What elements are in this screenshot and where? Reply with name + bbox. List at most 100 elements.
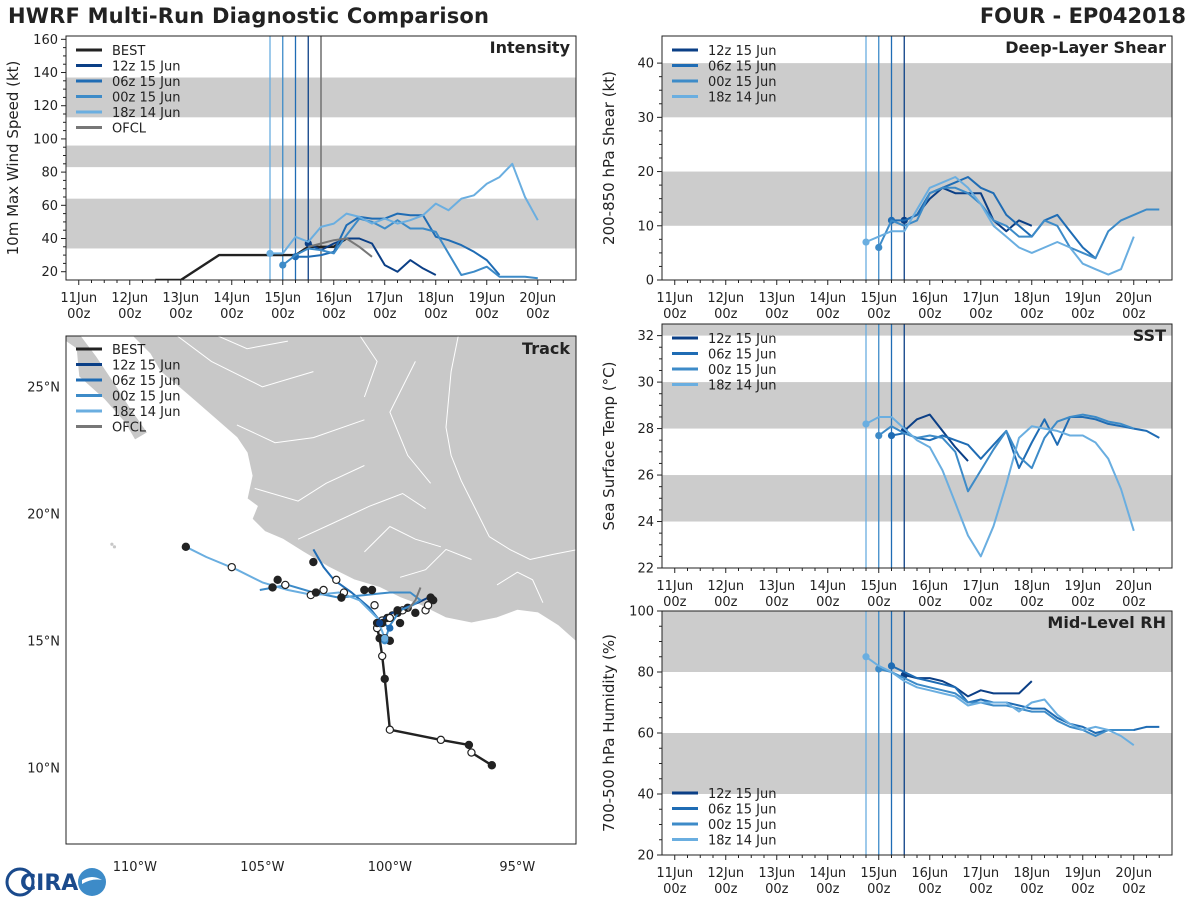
shear-xtick-sublabel: 00z xyxy=(1071,307,1095,322)
sst-legend-label: 06z 15 Jun xyxy=(708,348,777,363)
rh-xtick-sublabel: 00z xyxy=(816,882,840,897)
shear-title: Deep-Layer Shear xyxy=(1005,38,1166,57)
rh-start-point-run18z14 xyxy=(862,653,870,661)
track-series-ofcl xyxy=(406,587,422,611)
sst-xtick-sublabel: 00z xyxy=(918,595,942,610)
intensity-xtick-sublabel: 00z xyxy=(169,307,193,322)
sst-start-point-run06z15 xyxy=(887,431,896,440)
track-marker xyxy=(395,618,405,628)
rh-legend-label: 06z 15 Jun xyxy=(708,803,777,818)
rh-xtick-label: 13Jun xyxy=(758,866,795,881)
map-border-7 xyxy=(496,571,544,603)
sst-xtick-label: 15Jun xyxy=(860,579,897,594)
track-marker xyxy=(411,608,420,618)
track-marker xyxy=(227,562,236,572)
intensity-xtick-sublabel: 00z xyxy=(475,307,499,322)
track-marker xyxy=(281,580,290,590)
sst-series-run00z15 xyxy=(878,413,1135,493)
sst-ytick-label: 30 xyxy=(637,376,654,391)
intensity-xtick-label: 11Jun xyxy=(60,291,97,306)
sst-ytick-label: 26 xyxy=(637,469,654,484)
map-border-3 xyxy=(254,465,365,502)
sst-xtick-sublabel: 00z xyxy=(765,595,789,610)
shear-legend-label: 06z 15 Jun xyxy=(708,60,777,75)
sst-title: SST xyxy=(1133,326,1166,345)
rh-xtick-label: 16Jun xyxy=(911,866,948,881)
track-legend-label: BEST xyxy=(112,343,145,358)
rh-xtick-label: 11Jun xyxy=(656,866,693,881)
rh-series-run18z14 xyxy=(865,655,1135,747)
shear-ylabel: 200-850 hPa Shear (kt) xyxy=(600,71,618,245)
map-border-5 xyxy=(364,525,442,553)
rh-xtick-label: 19Jun xyxy=(1064,866,1101,881)
track-marker xyxy=(367,585,377,595)
sst-xtick-label: 18Jun xyxy=(1013,579,1050,594)
rh-xtick-label: 18Jun xyxy=(1013,866,1050,881)
intensity-series-group xyxy=(155,162,539,280)
shear-start-point-run18z14 xyxy=(862,238,870,246)
shear-xtick-label: 12Jun xyxy=(707,291,744,306)
track-xtick-label: 95°W xyxy=(499,860,535,875)
intensity-ytick-label: 40 xyxy=(41,232,58,247)
sst-ytick-label: 22 xyxy=(637,562,654,577)
track-marker xyxy=(370,601,379,610)
logo-swoosh xyxy=(82,877,102,884)
rh-legend-label: 18z 14 Jun xyxy=(708,834,777,849)
track-marker xyxy=(311,588,321,597)
cira-logo: CIRA xyxy=(5,867,106,897)
sst-xtick-label: 11Jun xyxy=(656,579,693,594)
shear-band-0 xyxy=(662,171,1172,226)
storm-title: FOUR - EP042018 xyxy=(979,4,1186,28)
intensity-ytick-label: 160 xyxy=(33,33,58,48)
intensity-xtick-sublabel: 00z xyxy=(373,307,397,322)
sst-xtick-label: 17Jun xyxy=(962,579,999,594)
rh-xtick-label: 20Jun xyxy=(1115,866,1152,881)
sst-legend-label: 12z 15 Jun xyxy=(708,332,777,347)
shear-band-1 xyxy=(662,63,1172,118)
sst-xtick-sublabel: 00z xyxy=(714,595,738,610)
track-frame xyxy=(65,335,577,845)
sst-ylabel: Sea Surface Temp (°C) xyxy=(600,361,618,530)
sst-xtick-sublabel: 00z xyxy=(1020,595,1044,610)
map-baja xyxy=(66,336,149,441)
intensity-series-run00z15 xyxy=(282,217,538,280)
sst-xtick-sublabel: 00z xyxy=(867,595,891,610)
rh-xtick-label: 15Jun xyxy=(860,866,897,881)
track-ytick-label: 10°N xyxy=(27,761,60,776)
map-border-11 xyxy=(359,336,378,398)
intensity-ytick-label: 80 xyxy=(41,166,58,181)
sst-chart: 22242628303211Jun00z12Jun00z13Jun00z14Ju… xyxy=(600,323,1173,610)
track-marker xyxy=(423,601,433,610)
track-marker xyxy=(319,585,328,595)
intensity-xtick-label: 20Jun xyxy=(519,291,556,306)
intensity-series-best xyxy=(155,237,348,280)
intensity-xtick-label: 18Jun xyxy=(417,291,454,306)
page-title: HWRF Multi-Run Diagnostic Comparison xyxy=(8,4,490,28)
shear-ytick-label: 40 xyxy=(637,57,654,72)
track-marker xyxy=(332,575,341,585)
track-ytick-label: 20°N xyxy=(27,507,60,522)
shear-xtick-sublabel: 00z xyxy=(714,307,738,322)
rh-series-run00z15 xyxy=(878,668,1134,737)
intensity-start-point-run00z15 xyxy=(279,261,287,269)
intensity-series-ofcl xyxy=(308,237,373,258)
sst-xtick-label: 19Jun xyxy=(1064,579,1101,594)
intensity-xtick-sublabel: 00z xyxy=(118,307,142,322)
sst-xtick-sublabel: 00z xyxy=(969,595,993,610)
track-best-point xyxy=(487,761,497,770)
intensity-chart: 2040608010012014016011Jun00z12Jun00z13Ju… xyxy=(4,33,577,322)
shear-xtick-sublabel: 00z xyxy=(765,307,789,322)
track-best-point xyxy=(380,674,389,684)
rh-title: Mid-Level RH xyxy=(1047,613,1166,632)
track-best-point xyxy=(467,748,476,757)
sst-xtick-sublabel: 00z xyxy=(663,595,687,610)
shear-ytick-label: 10 xyxy=(637,219,654,234)
shear-ytick-label: 30 xyxy=(637,111,654,126)
shear-start-point-run00z15 xyxy=(875,243,883,252)
shear-xtick-label: 17Jun xyxy=(962,291,999,306)
map-mainland xyxy=(131,336,576,643)
sst-ytick-label: 32 xyxy=(637,329,654,344)
intensity-legend-label: OFCL xyxy=(112,122,147,137)
intensity-xtick-label: 14Jun xyxy=(213,291,250,306)
